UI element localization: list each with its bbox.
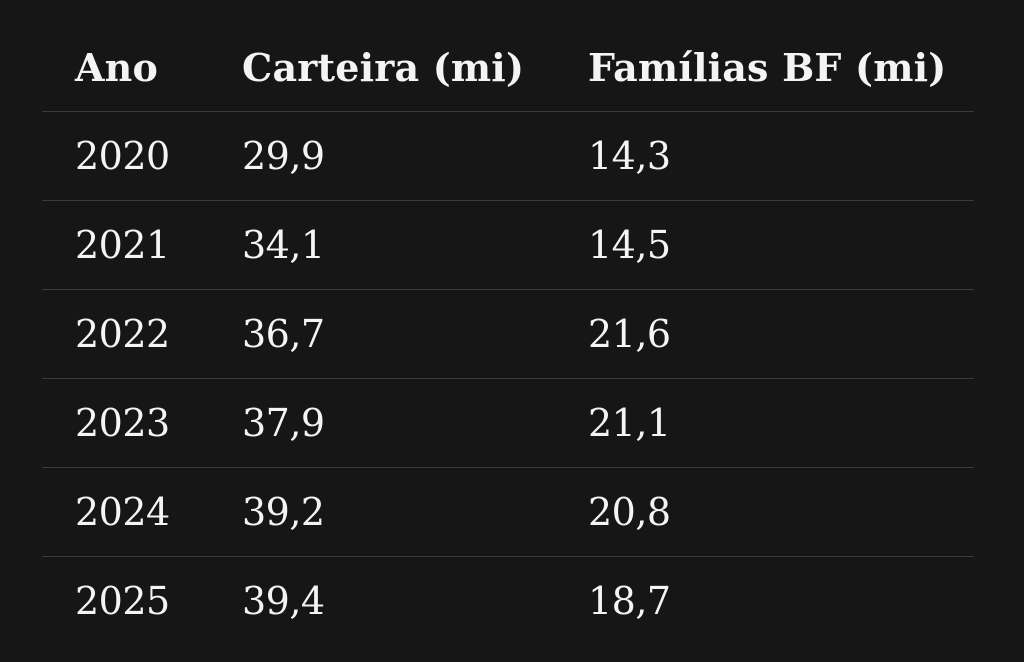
table-row: 2020 29,9 14,3 <box>42 111 974 201</box>
cell-carteira: 29,9 <box>209 111 555 201</box>
header-year: Ano <box>42 24 209 112</box>
cell-carteira: 39,4 <box>242 579 325 623</box>
cell-carteira: 39,2 <box>209 467 555 557</box>
cell-year: 2020 <box>42 111 209 201</box>
cell-familias-bf: 21,1 <box>555 378 974 468</box>
cell-year: 2021 <box>42 200 209 290</box>
cell-familias-bf: 20,8 <box>555 467 974 557</box>
data-table: Ano Carteira (mi) Famílias BF (mi) 2020 … <box>42 24 974 645</box>
table-row: 2024 39,2 20,8 <box>42 467 974 557</box>
table-row: 2021 34,1 14,5 <box>42 200 974 290</box>
header-familias-bf: Famílias BF (mi) <box>555 24 974 112</box>
cell-year: 2025 <box>75 579 170 623</box>
cell-familias-bf: 18,7 <box>588 579 671 623</box>
table-row: 2025 39,4 18,7 <box>42 557 974 646</box>
cell-year: 2024 <box>42 467 209 557</box>
cell-year: 2022 <box>42 289 209 379</box>
header-row: Ano Carteira (mi) Famílias BF (mi) <box>42 24 974 112</box>
table-row: 2022 36,7 21,6 <box>42 289 974 379</box>
cell-familias-bf: 14,5 <box>555 200 974 290</box>
header-carteira: Carteira (mi) <box>209 24 555 112</box>
cell-familias-bf: 21,6 <box>555 289 974 379</box>
cell-year: 2023 <box>42 378 209 468</box>
cell-carteira: 37,9 <box>209 378 555 468</box>
table-row: 2023 37,9 21,1 <box>42 378 974 468</box>
cell-carteira: 36,7 <box>209 289 555 379</box>
cell-carteira: 34,1 <box>209 200 555 290</box>
cell-familias-bf: 14,3 <box>555 111 974 201</box>
